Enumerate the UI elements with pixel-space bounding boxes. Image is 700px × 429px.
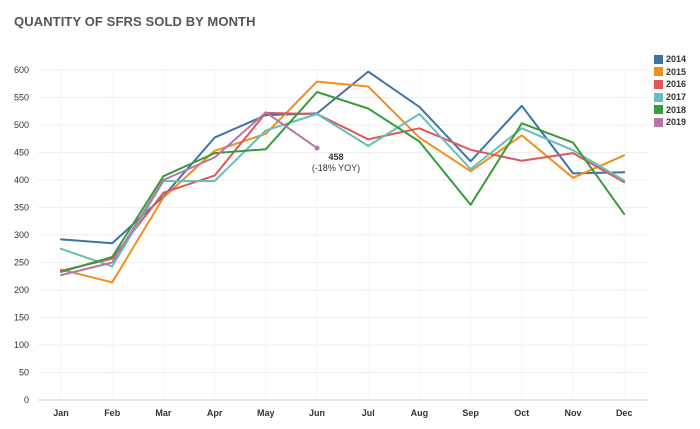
legend-label: 2015 xyxy=(666,66,687,77)
x-tick-label: Jan xyxy=(53,408,69,418)
legend-item-2015: 2015 xyxy=(654,66,686,79)
x-tick-label: Feb xyxy=(104,408,121,418)
legend-label: 2017 xyxy=(666,92,687,103)
series-line-2018 xyxy=(60,91,626,273)
y-tick-label: 350 xyxy=(14,203,29,213)
legend-swatch xyxy=(654,67,663,77)
y-tick-label: 250 xyxy=(14,258,29,268)
series-line-2016 xyxy=(60,111,626,272)
y-tick-label: 400 xyxy=(14,175,29,185)
x-tick-label: Nov xyxy=(564,408,581,418)
series-line-2015 xyxy=(60,80,626,284)
x-tick-label: Jul xyxy=(362,408,375,418)
legend-swatch xyxy=(654,105,663,115)
annotation: 458(-18% YOY) xyxy=(312,145,360,173)
series-lines xyxy=(60,70,626,284)
annotation-point xyxy=(314,145,320,151)
x-tick-label: Aug xyxy=(411,408,429,418)
legend-item-2014: 2014 xyxy=(654,53,686,66)
series-line-2019 xyxy=(60,111,318,277)
y-axis-ticks: 0 50 100 150 200 250 300 350 400 450 500 550 600 xyxy=(14,65,29,405)
y-tick-label: 450 xyxy=(14,148,29,158)
x-tick-label: May xyxy=(257,408,275,418)
y-tick-label: 200 xyxy=(14,285,29,295)
legend-item-2017: 2017 xyxy=(654,91,686,104)
legend-swatch xyxy=(654,54,663,64)
legend-label: 2018 xyxy=(666,104,687,115)
y-tick-label: 500 xyxy=(14,120,29,130)
legend-label: 2019 xyxy=(666,117,687,128)
y-tick-label: 50 xyxy=(19,368,29,378)
annotation-value: 458 xyxy=(328,152,343,162)
y-tick-label: 150 xyxy=(14,313,29,323)
legend-item-2018: 2018 xyxy=(654,103,686,116)
y-tick-label: 550 xyxy=(14,93,29,103)
x-tick-label: Sep xyxy=(462,408,479,418)
legend-swatch xyxy=(654,117,663,127)
annotation-note: (-18% YOY) xyxy=(312,163,360,173)
legend-label: 2014 xyxy=(666,54,687,65)
x-tick-label: Apr xyxy=(207,408,223,418)
gridlines xyxy=(38,69,648,401)
y-tick-label: 600 xyxy=(14,65,29,75)
x-tick-label: Jun xyxy=(309,408,325,418)
legend-label: 2016 xyxy=(666,79,687,90)
legend-item-2016: 2016 xyxy=(654,78,686,91)
legend-item-2019: 2019 xyxy=(654,116,686,129)
legend-swatch xyxy=(654,79,663,89)
series-line-2017 xyxy=(60,113,626,268)
chart-title: QUANTITY OF SFRS SOLD BY MONTH xyxy=(14,14,256,29)
x-tick-label: Oct xyxy=(514,408,529,418)
y-tick-label: 300 xyxy=(14,230,29,240)
y-tick-label: 0 xyxy=(24,395,29,405)
legend-swatch xyxy=(654,92,663,102)
x-axis-ticks: Jan Feb Mar Apr May Jun Jul Aug Sep Oct Nov Dec xyxy=(53,408,632,418)
x-tick-label: Dec xyxy=(616,408,633,418)
x-tick-label: Mar xyxy=(155,408,172,418)
legend: 2014 2015 2016 2017 2018 2019 xyxy=(654,53,686,129)
y-tick-label: 100 xyxy=(14,340,29,350)
